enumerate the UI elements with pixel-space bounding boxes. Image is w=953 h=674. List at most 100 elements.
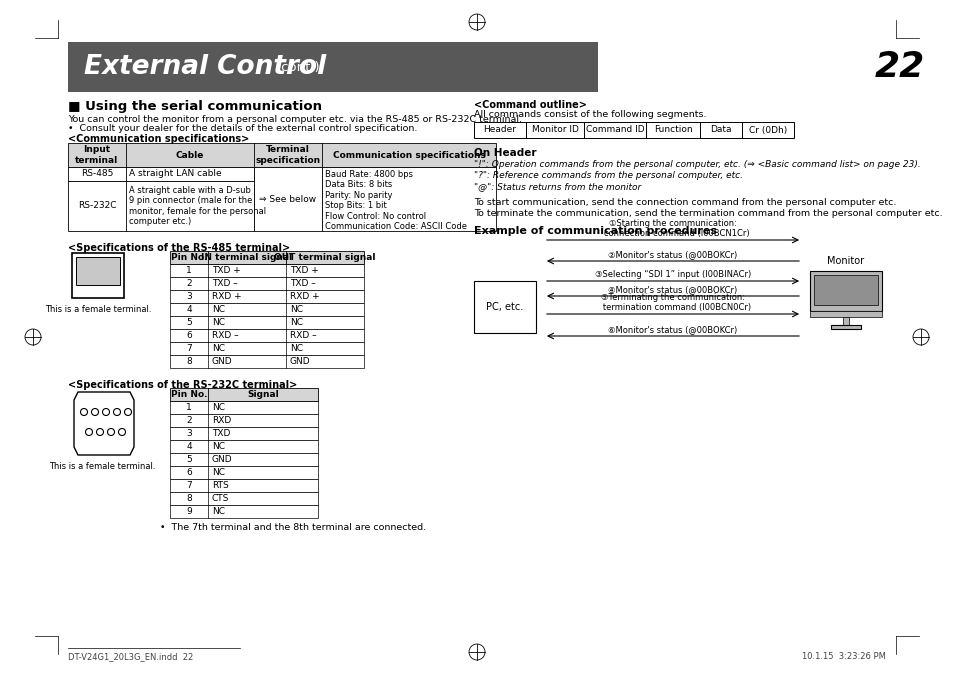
Text: Pin No.: Pin No. [171, 390, 207, 399]
Text: NC: NC [212, 403, 225, 412]
Bar [170, 329, 364, 342]
Text: ④Monitor's status (@00BOKCr): ④Monitor's status (@00BOKCr) [608, 285, 737, 294]
Text: Monitor: Monitor [826, 256, 863, 266]
Text: NC: NC [290, 318, 303, 327]
Text: To start communication, send the connection command from the personal computer e: To start communication, send the connect… [474, 198, 896, 207]
Text: 8: 8 [186, 357, 192, 366]
Bar [170, 251, 364, 264]
Text: TXD: TXD [212, 429, 230, 438]
Text: 4: 4 [186, 442, 192, 451]
Text: ■ Using the serial communication: ■ Using the serial communication [68, 100, 322, 113]
Text: 4: 4 [186, 305, 192, 314]
Text: 7: 7 [186, 481, 192, 490]
Bar [809, 311, 882, 317]
Bar [170, 277, 364, 290]
Text: Header: Header [483, 125, 516, 135]
Bar [170, 264, 364, 277]
Text: ⇒ See below: ⇒ See below [259, 195, 316, 204]
Text: RXD –: RXD – [212, 331, 238, 340]
Text: A straight cable with a D-sub
9 pin connector (male for the
monitor, female for : A straight cable with a D-sub 9 pin conn… [129, 186, 266, 226]
Circle shape [91, 408, 98, 415]
Polygon shape [74, 392, 133, 455]
Text: RTS: RTS [212, 481, 229, 490]
Text: RXD +: RXD + [212, 292, 241, 301]
Circle shape [102, 408, 110, 415]
Text: TXD +: TXD + [212, 266, 240, 275]
Text: 1: 1 [186, 403, 192, 412]
Bar [170, 453, 317, 466]
Circle shape [118, 429, 126, 435]
Bar [842, 317, 848, 325]
Text: This is a female terminal.: This is a female terminal. [49, 462, 155, 471]
Bar [170, 355, 364, 368]
Text: Cr (0Dh): Cr (0Dh) [748, 125, 786, 135]
Text: Command ID: Command ID [585, 125, 643, 135]
Text: ②Monitor's status (@00BOKCr): ②Monitor's status (@00BOKCr) [608, 250, 737, 259]
Text: 3: 3 [186, 429, 192, 438]
Text: TXD +: TXD + [290, 266, 318, 275]
Text: RXD –: RXD – [290, 331, 316, 340]
Text: TXD –: TXD – [290, 279, 315, 288]
Bar [170, 290, 364, 303]
Text: 5: 5 [186, 318, 192, 327]
Text: This is a female terminal.: This is a female terminal. [45, 305, 152, 314]
Bar [71, 253, 124, 298]
Text: RS-485: RS-485 [81, 169, 113, 179]
Text: (cont.): (cont.) [276, 61, 320, 75]
Circle shape [125, 408, 132, 415]
Text: To terminate the communication, send the termination command from the personal c: To terminate the communication, send the… [474, 209, 942, 218]
Bar [170, 303, 364, 316]
Bar [170, 505, 317, 518]
Text: NC: NC [212, 468, 225, 477]
Bar [68, 167, 496, 181]
Circle shape [86, 429, 92, 435]
Text: Communication specifications: Communication specifications [333, 150, 485, 160]
Text: NC: NC [290, 305, 303, 314]
Text: CTS: CTS [212, 494, 229, 503]
Bar [170, 401, 317, 414]
Circle shape [108, 429, 114, 435]
Bar [68, 42, 598, 92]
Text: <Specifications of the RS-232C terminal>: <Specifications of the RS-232C terminal> [68, 380, 297, 390]
Text: 8: 8 [186, 494, 192, 503]
Text: 1: 1 [186, 266, 192, 275]
Bar [170, 427, 317, 440]
Text: A straight LAN cable: A straight LAN cable [129, 169, 221, 179]
Bar [170, 316, 364, 329]
Text: 2: 2 [186, 279, 192, 288]
Text: DT-V24G1_20L3G_EN.indd  22: DT-V24G1_20L3G_EN.indd 22 [68, 652, 193, 661]
Bar [813, 275, 877, 305]
Text: RS-232C: RS-232C [77, 202, 116, 210]
Circle shape [113, 408, 120, 415]
Text: Baud Rate: 4800 bps
Data Bits: 8 bits
Parity: No parity
Stop Bits: 1 bit
Flow Co: Baud Rate: 4800 bps Data Bits: 8 bits Pa… [325, 170, 467, 231]
Text: Cable: Cable [175, 150, 204, 160]
Text: <Specifications of the RS-485 terminal>: <Specifications of the RS-485 terminal> [68, 243, 290, 253]
Text: NC: NC [290, 344, 303, 353]
Text: Data: Data [709, 125, 731, 135]
Bar [474, 122, 793, 138]
Text: •  Consult your dealer for the details of the external control specification.: • Consult your dealer for the details of… [68, 124, 417, 133]
Text: ①Starting the communication:
   connection command (I00BCN1Cr): ①Starting the communication: connection … [596, 218, 749, 238]
Text: External Control: External Control [84, 54, 326, 80]
Text: GND: GND [212, 455, 233, 464]
Text: "!": Operation commands from the personal computer, etc. (⇒ <Basic command list>: "!": Operation commands from the persona… [474, 160, 920, 169]
Text: ③Selecting “SDI 1” input (I00BINACr): ③Selecting “SDI 1” input (I00BINACr) [595, 270, 750, 279]
Text: Example of communication procedures: Example of communication procedures [474, 226, 717, 236]
Bar [170, 414, 317, 427]
Bar [68, 143, 496, 167]
Text: GND: GND [212, 357, 233, 366]
Text: Monitor ID: Monitor ID [531, 125, 578, 135]
Text: 5: 5 [186, 455, 192, 464]
Bar [76, 257, 120, 285]
Circle shape [80, 408, 88, 415]
Text: <Communication specifications>: <Communication specifications> [68, 134, 249, 144]
Bar [170, 466, 317, 479]
Circle shape [96, 429, 103, 435]
Text: You can control the monitor from a personal computer etc. via the RS-485 or RS-2: You can control the monitor from a perso… [68, 115, 521, 124]
Bar [170, 479, 317, 492]
Text: 7: 7 [186, 344, 192, 353]
Bar [809, 271, 882, 311]
Bar [474, 281, 536, 333]
Text: Terminal
specification: Terminal specification [255, 146, 320, 164]
Text: 6: 6 [186, 468, 192, 477]
